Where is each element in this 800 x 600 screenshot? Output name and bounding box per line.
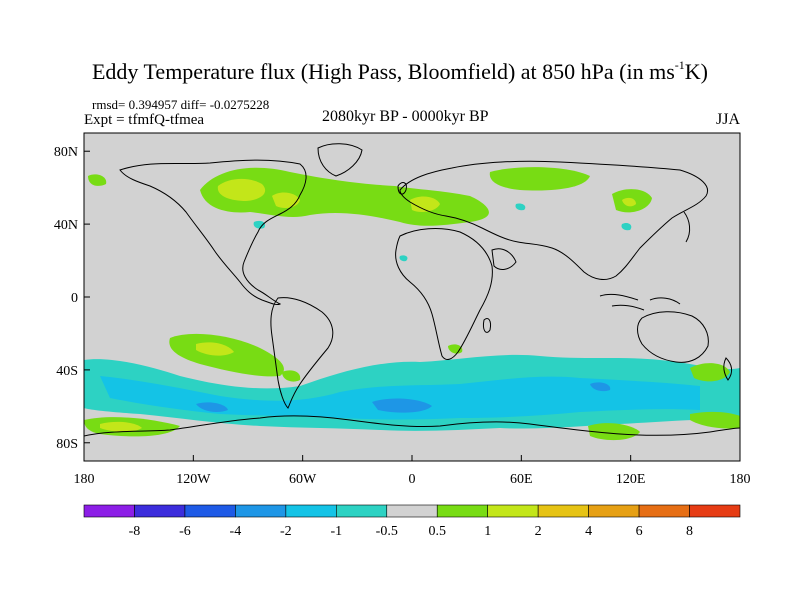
lon-tick-label: 120W [176,472,211,487]
anomaly-nh-blue-3 [621,222,632,231]
coast-japan [683,211,691,243]
stats-text: rmsd= 0.394957 diff= -0.0275228 [92,97,270,112]
anomaly-nh-blue-4 [399,255,408,262]
lat-tick-label: 80S [56,437,78,452]
coast-north-america [119,159,307,305]
coastlines [84,143,740,437]
lon-tick-label: 60W [289,472,317,487]
anomaly-so-darkblue-1 [372,398,432,413]
colorbar-label: -1 [330,524,342,539]
lat-tick-label: 80N [54,145,78,160]
colorbar-swatch [235,504,287,518]
season-label: JJA [715,111,740,128]
anomaly-europe-yellow [410,196,440,212]
anomaly-field [84,167,740,441]
lon-tick-label: 60E [510,472,533,487]
colorbar-label: 2 [535,524,542,539]
lat-tick-label: 40S [56,364,78,379]
lon-tick-label: 180 [74,472,95,487]
anomaly-so-darkblue-2 [196,402,228,412]
period-label: 2080kyr BP - 0000kyr BP [322,108,489,125]
colorbar-label: -2 [280,524,292,539]
anomaly-asia-yellow [622,197,636,207]
coast-greenland [317,143,363,177]
colorbar-label: -0.5 [376,524,398,539]
lon-tick-label: 0 [409,472,416,487]
colorbar-label: -4 [230,524,242,539]
colorbar-swatch [336,504,388,518]
anomaly-antarctic-green-2 [588,423,640,441]
anomaly-nh-blue-1 [253,220,266,229]
lat-tick-label: 0 [71,291,78,306]
anomaly-na-yellow [217,178,266,201]
colorbar-swatch [689,504,741,518]
colorbar-swatch [436,504,488,518]
anomaly-sp-yellow [196,342,234,356]
coast-south-america [270,297,334,409]
coast-antarctica [84,415,740,437]
colorbar-label: -8 [129,524,141,539]
anomaly-antarctic-green-3 [690,411,740,429]
colorbar-label: 0.5 [428,524,446,539]
map-title: Eddy Temperature flux (High Pass, Bloomf… [91,58,708,84]
colorbar-swatch [537,504,589,518]
coast-indonesia [599,293,681,311]
colorbar-swatch [386,504,438,518]
lat-tick-label: 40N [54,218,78,233]
anomaly-nh-blue-2 [515,203,526,211]
coast-arabia [491,248,517,270]
anomaly-arctic-green [88,174,107,186]
anomaly-antarctic-yellow-1 [100,421,142,432]
colorbar-label: 8 [686,524,693,539]
colorbar-swatch [638,504,690,518]
lon-tick-label: 120E [616,472,646,487]
anomaly-siberia-green [489,167,590,191]
colorbar-swatch [134,504,186,518]
colorbar-swatch [184,504,236,518]
colorbar-swatch [487,504,539,518]
coast-new-zealand [723,357,733,381]
coast-eurasia [399,160,708,280]
experiment-label: Expt = tfmfQ-tfmea [84,112,205,128]
colorbar-label: 4 [585,524,592,539]
colorbar-swatch [285,504,337,518]
colorbar-label: 6 [636,524,643,539]
anomaly-nz-green [690,363,730,382]
anomaly-sa-green [282,370,301,382]
axis-ticks: 80N 40N 0 40S 80S 180 120W 60W 0 60E 120E 180 [54,145,751,487]
coast-uk [397,182,407,195]
colorbar-swatch [588,504,640,518]
coast-africa [395,228,493,360]
anomaly-na-yellow-2 [272,192,300,208]
colorbar: -8 -6 -4 -2 -1 -0.5 0.5 1 2 4 6 8 [83,504,741,539]
coast-australia [637,311,709,363]
anomaly-so-blue [100,376,700,420]
colorbar-swatch [83,504,135,518]
lon-tick-label: 180 [730,472,751,487]
colorbar-label: -6 [179,524,191,539]
anomaly-so-darkblue-3 [590,382,611,392]
colorbar-label: 1 [484,524,491,539]
coast-madagascar [483,317,491,333]
